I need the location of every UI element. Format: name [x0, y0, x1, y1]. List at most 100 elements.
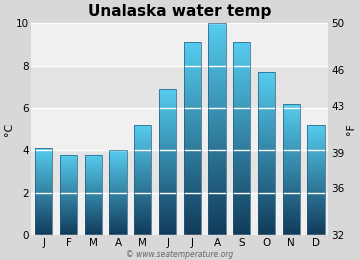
- Bar: [208, 73, 226, 74]
- Bar: [283, 205, 300, 206]
- Bar: [307, 167, 325, 168]
- Bar: [283, 210, 300, 211]
- Bar: [233, 197, 251, 198]
- Bar: [258, 229, 275, 230]
- Bar: [184, 118, 201, 119]
- Bar: [307, 219, 325, 220]
- Bar: [184, 42, 201, 43]
- Bar: [208, 232, 226, 233]
- Bar: [258, 197, 275, 198]
- Bar: [60, 224, 77, 225]
- Bar: [159, 103, 176, 104]
- Bar: [283, 164, 300, 165]
- Bar: [233, 234, 251, 235]
- Bar: [307, 149, 325, 150]
- Bar: [184, 149, 201, 150]
- Bar: [134, 210, 152, 211]
- Bar: [159, 203, 176, 204]
- Bar: [60, 231, 77, 232]
- Bar: [208, 76, 226, 77]
- Bar: [159, 145, 176, 146]
- Bar: [208, 196, 226, 197]
- Bar: [184, 206, 201, 207]
- Bar: [233, 47, 251, 48]
- Bar: [208, 35, 226, 36]
- Bar: [159, 158, 176, 159]
- Bar: [35, 225, 53, 226]
- Bar: [258, 217, 275, 218]
- Bar: [283, 149, 300, 150]
- Bar: [258, 194, 275, 195]
- Bar: [60, 187, 77, 188]
- Bar: [35, 198, 53, 199]
- Bar: [60, 212, 77, 213]
- Bar: [208, 227, 226, 228]
- Bar: [85, 225, 102, 226]
- Bar: [184, 141, 201, 142]
- Bar: [159, 114, 176, 115]
- Bar: [258, 116, 275, 117]
- Bar: [258, 162, 275, 163]
- Bar: [184, 231, 201, 232]
- Bar: [60, 196, 77, 197]
- Bar: [258, 213, 275, 214]
- Bar: [208, 188, 226, 190]
- Bar: [134, 135, 152, 136]
- Bar: [60, 216, 77, 217]
- Bar: [208, 186, 226, 187]
- Bar: [184, 129, 201, 130]
- Bar: [134, 177, 152, 178]
- Bar: [208, 118, 226, 119]
- Bar: [60, 158, 77, 159]
- Bar: [283, 126, 300, 127]
- Bar: [35, 165, 53, 166]
- Bar: [283, 167, 300, 168]
- Bar: [233, 148, 251, 149]
- Bar: [60, 169, 77, 170]
- Bar: [258, 221, 275, 222]
- Bar: [159, 179, 176, 180]
- Bar: [233, 130, 251, 131]
- Bar: [134, 216, 152, 217]
- Bar: [208, 149, 226, 150]
- Bar: [85, 190, 102, 191]
- Bar: [85, 186, 102, 187]
- Bar: [233, 167, 251, 168]
- Bar: [208, 132, 226, 133]
- Bar: [307, 195, 325, 196]
- Bar: [85, 230, 102, 231]
- Bar: [307, 191, 325, 192]
- Bar: [159, 181, 176, 182]
- Bar: [307, 138, 325, 139]
- Bar: [258, 212, 275, 213]
- Bar: [159, 128, 176, 129]
- Bar: [35, 203, 53, 204]
- Bar: [307, 216, 325, 217]
- Bar: [134, 220, 152, 221]
- Bar: [233, 224, 251, 225]
- Bar: [159, 149, 176, 150]
- Bar: [233, 57, 251, 58]
- Bar: [134, 132, 152, 133]
- Bar: [307, 217, 325, 218]
- Bar: [283, 207, 300, 208]
- Bar: [283, 189, 300, 190]
- Bar: [184, 105, 201, 106]
- Bar: [208, 68, 226, 69]
- Bar: [134, 228, 152, 229]
- Bar: [233, 86, 251, 87]
- Bar: [258, 91, 275, 92]
- Bar: [258, 77, 275, 78]
- Bar: [283, 232, 300, 233]
- Bar: [85, 175, 102, 176]
- Bar: [233, 228, 251, 229]
- Bar: [159, 205, 176, 206]
- Bar: [184, 233, 201, 234]
- Bar: [109, 208, 127, 209]
- Bar: [258, 79, 275, 80]
- Bar: [35, 229, 53, 230]
- Bar: [233, 53, 251, 54]
- Bar: [60, 195, 77, 196]
- Bar: [233, 118, 251, 119]
- Bar: [283, 196, 300, 197]
